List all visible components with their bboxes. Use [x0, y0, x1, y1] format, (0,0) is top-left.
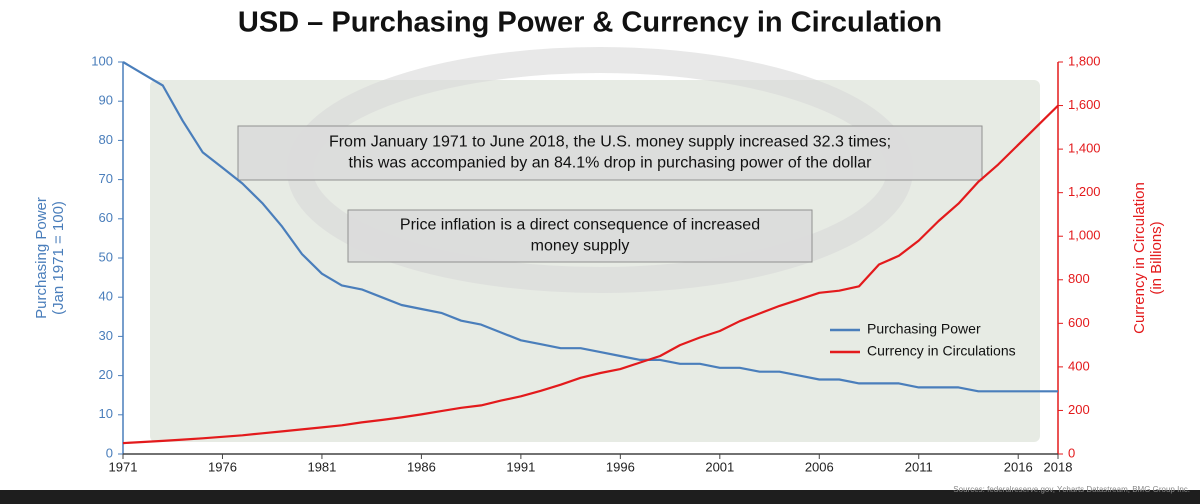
- x-tick-label: 1991: [506, 459, 535, 474]
- y2-tick-label: 800: [1068, 271, 1090, 286]
- y-tick-label: 90: [99, 93, 113, 108]
- y-tick-label: 20: [99, 367, 113, 382]
- y2-tick-label: 1,400: [1068, 141, 1101, 156]
- y2-tick-label: 200: [1068, 402, 1090, 417]
- x-tick-label: 1986: [407, 459, 436, 474]
- y-tick-label: 0: [106, 445, 113, 460]
- x-tick-label: 2011: [905, 459, 933, 474]
- legend-label: Currency in Circulations: [867, 343, 1016, 359]
- x-tick-label: 2006: [805, 459, 834, 474]
- x-tick-label: 2016: [1004, 459, 1033, 474]
- series-line: [122, 61, 1058, 393]
- y-tick-label: 60: [99, 210, 113, 225]
- x-tick-label: 1971: [109, 459, 138, 474]
- axis-title-line: Currency in Circulation: [1131, 182, 1148, 334]
- y-tick-label: 30: [99, 328, 113, 343]
- y-tick-label: 100: [91, 53, 113, 68]
- axis-title: Purchasing Power (Jan 1971 = 100): [33, 197, 67, 319]
- annotation-box: [347, 209, 813, 263]
- chart-title: USD – Purchasing Power & Currency in Cir…: [238, 7, 942, 39]
- x-tick-label: 1976: [208, 459, 237, 474]
- y-tick-label: 50: [99, 249, 113, 264]
- series-line: [122, 104, 1059, 445]
- annotation-text: this was accompanied by an 84.1% drop in…: [349, 155, 873, 172]
- y2-tick-label: 0: [1068, 445, 1075, 460]
- y2-tick-label: 1,600: [1068, 97, 1101, 112]
- axis-title-line: (Jan 1971 = 100): [50, 201, 67, 315]
- y2-tick-label: 1,800: [1068, 53, 1101, 68]
- x-tick-label: 1981: [307, 459, 336, 474]
- source: Sources: federalreserve.gov, Ycharts Dat…: [953, 485, 1190, 494]
- legend-label: Purchasing Power: [867, 321, 981, 337]
- bottom-band: [0, 490, 1200, 504]
- y2-tick-label: 600: [1068, 315, 1090, 330]
- y2-tick-label: 1,200: [1068, 184, 1101, 199]
- y-tick-label: 80: [99, 132, 113, 147]
- y2-tick-label: 1,000: [1068, 228, 1101, 243]
- annotation-box: [237, 125, 983, 181]
- axis-title-line: (in Billions): [1148, 221, 1165, 294]
- x-tick-label: 2001: [705, 459, 734, 474]
- y-tick-label: 40: [99, 289, 113, 304]
- y2-tick-label: 400: [1068, 358, 1090, 373]
- y-tick-label: 70: [99, 171, 113, 186]
- annotation-text: From January 1971 to June 2018, the U.S.…: [329, 134, 891, 151]
- annotation-text: Price inflation is a direct consequence …: [400, 217, 760, 234]
- axis-title-line: Purchasing Power: [33, 197, 50, 319]
- axis-title: Currency in Circulation (in Billions): [1131, 182, 1165, 334]
- y-tick-label: 10: [99, 406, 113, 421]
- x-tick-label: 2018: [1044, 459, 1073, 474]
- x-tick-label: 1996: [606, 459, 635, 474]
- annotation-text: money supply: [531, 238, 630, 255]
